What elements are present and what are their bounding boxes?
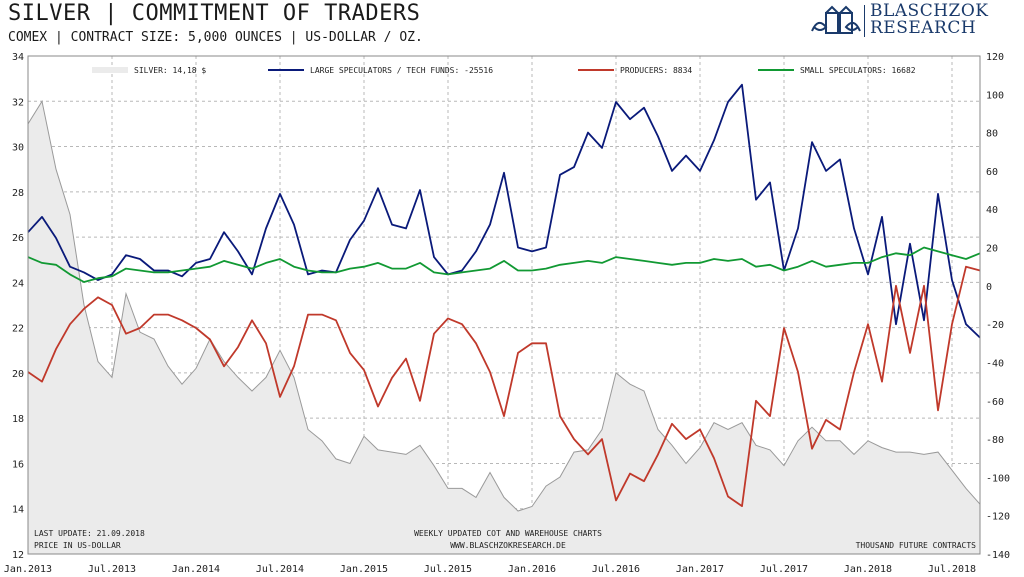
footer-last-update: LAST UPDATE: 21.09.2018 — [34, 529, 145, 538]
chart-subtitle: COMEX | CONTRACT SIZE: 5,000 OUNCES | US… — [8, 30, 423, 45]
x-tick-label: Jul.2015 — [424, 564, 472, 575]
y-right-tick-label: -120 — [986, 512, 1010, 523]
y-right-tick-label: 40 — [986, 205, 998, 216]
blaschzok-logo — [811, 5, 861, 34]
producers-line — [27, 265, 981, 508]
y-left-tick-label: 24 — [12, 278, 24, 289]
x-tick-label: Jan.2015 — [340, 564, 388, 575]
footer-contracts-unit: THOUSAND FUTURE CONTRACTS — [856, 541, 977, 550]
chart-title: SILVER | COMMITMENT OF TRADERS — [8, 1, 421, 26]
y-left-tick-label: 28 — [12, 188, 24, 199]
small-speculators-line — [27, 246, 981, 283]
y-left-tick-label: 14 — [12, 505, 24, 516]
y-left-tick-label: 30 — [12, 143, 24, 154]
y-right-tick-label: 100 — [986, 90, 1004, 101]
x-tick-label: Jan.2014 — [172, 564, 220, 575]
silver-price-area — [27, 99, 981, 555]
y-right-tick-label: -140 — [986, 550, 1010, 561]
x-tick-label: Jul.2016 — [592, 564, 640, 575]
y-left-tick-label: 34 — [12, 52, 24, 63]
y-left-tick-label: 26 — [12, 233, 24, 244]
x-tick-label: Jul.2014 — [256, 564, 304, 575]
y-left-tick-label: 32 — [12, 97, 24, 108]
x-axis-ticks: Jan.2013 Jul.2013 Jan.2014 Jul.2014 Jan.2015… — [4, 564, 976, 575]
large-speculators-line — [27, 83, 981, 339]
logo-emblem-icon — [811, 5, 861, 34]
footer-price-unit: PRICE IN US-DOLLAR — [34, 541, 121, 550]
y-right-tick-label: -40 — [986, 358, 1004, 369]
plot-frame — [27, 55, 981, 555]
x-tick-label: Jan.2018 — [844, 564, 892, 575]
y-left-tick-label: 16 — [12, 459, 24, 470]
y-left-tick-label: 22 — [12, 324, 24, 335]
y-right-tick-label: 120 — [986, 52, 1004, 63]
y-left-tick-label: 12 — [12, 550, 24, 561]
logo-text: BLASCHZOK RESEARCH — [870, 3, 989, 37]
logo-line2: RESEARCH — [870, 18, 977, 38]
y-right-tick-label: -100 — [986, 473, 1010, 484]
y-right-tick-label: 80 — [986, 129, 998, 140]
x-tick-label: Jan.2013 — [4, 564, 52, 575]
x-tick-label: Jul.2017 — [760, 564, 808, 575]
legend-large-speculators-label: LARGE SPECULATORS / TECH FUNDS: -25516 — [310, 66, 493, 75]
position-lines — [27, 83, 981, 508]
y-right-tick-label: -20 — [986, 320, 1004, 331]
x-tick-label: Jul.2018 — [928, 564, 976, 575]
x-tick-label: Jan.2016 — [508, 564, 556, 575]
y-right-tick-label: 20 — [986, 244, 998, 255]
footer-website: WWW.BLASCHZOKRESEARCH.DE — [450, 541, 566, 550]
silver-price-line — [27, 99, 981, 512]
y-right-tick-label: -60 — [986, 397, 1004, 408]
logo-separator — [864, 5, 865, 37]
legend-small-speculators-label: SMALL SPECULATORS: 16682 — [800, 66, 916, 75]
x-tick-label: Jul.2013 — [88, 564, 136, 575]
y-left-tick-label: 20 — [12, 369, 24, 380]
logo-line1: BLASCHZOK — [870, 1, 989, 21]
y-left-tick-label: 18 — [12, 414, 24, 425]
y-right-tick-label: -80 — [986, 435, 1004, 446]
legend: SILVER: 14,18 $ LARGE SPECULATORS / TECH … — [92, 66, 916, 75]
left-axis-ticks: 12 14 16 18 20 22 24 26 28 30 32 34 — [12, 52, 24, 561]
x-tick-label: Jan.2017 — [676, 564, 724, 575]
right-axis-ticks: -140 -120 -100 -80 -60 -40 -20 0 20 40 60 80 100 120 — [986, 52, 1010, 561]
silver-area-fill — [28, 101, 980, 555]
footer-weekly-charts: WEEKLY UPDATED COT AND WAREHOUSE CHARTS — [414, 529, 602, 538]
legend-silver-label: SILVER: 14,18 $ — [134, 66, 206, 75]
y-right-tick-label: 0 — [986, 282, 992, 293]
legend-producers-label: PRODUCERS: 8834 — [620, 66, 692, 75]
y-right-tick-label: 60 — [986, 167, 998, 178]
